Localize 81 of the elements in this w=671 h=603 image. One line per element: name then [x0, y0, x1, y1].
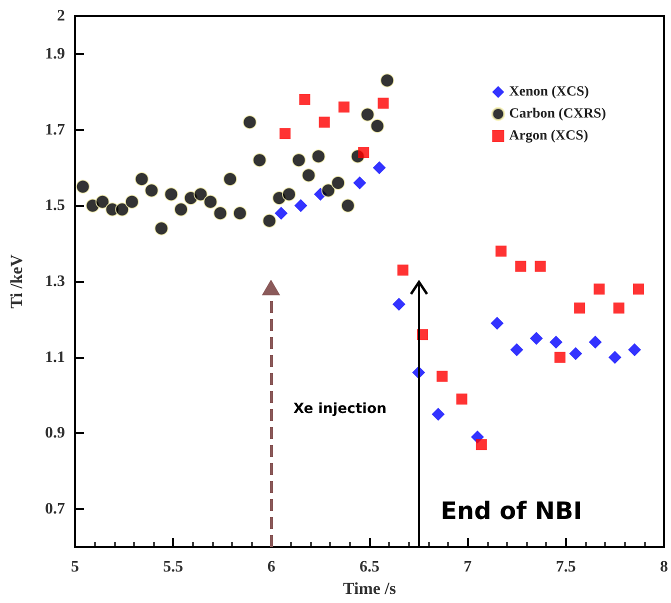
- point: [299, 94, 310, 105]
- point: [321, 183, 336, 198]
- point: [632, 284, 644, 295]
- point: [311, 149, 326, 164]
- x-tick-label: 8: [660, 558, 668, 576]
- point: [232, 206, 247, 220]
- x-tick-label: 5.5: [163, 558, 184, 576]
- x-tick-label: 5: [71, 558, 79, 576]
- point: [432, 408, 445, 421]
- point: [380, 73, 394, 88]
- point: [154, 221, 168, 236]
- point: [134, 172, 149, 186]
- point: [302, 168, 316, 182]
- point: [174, 202, 188, 216]
- y-tick-label: 1.5: [45, 197, 65, 214]
- point: [496, 246, 507, 257]
- point: [360, 108, 375, 122]
- point: [608, 350, 622, 364]
- point: [164, 187, 178, 202]
- point: [510, 343, 524, 356]
- y-tick-label: 1.3: [45, 273, 65, 290]
- point: [397, 264, 408, 276]
- x-tick-label: 6.5: [360, 558, 380, 576]
- legend-label: Xenon (XCS): [509, 84, 590, 100]
- point: [242, 115, 257, 130]
- point: [490, 316, 504, 330]
- point: [534, 260, 546, 272]
- point: [353, 176, 366, 190]
- point: [96, 194, 110, 209]
- point: [292, 153, 306, 168]
- point: [282, 187, 296, 202]
- point: [378, 98, 389, 109]
- y-tick-label: 0.7: [45, 500, 65, 518]
- point: [588, 336, 602, 349]
- point: [530, 332, 543, 345]
- point: [358, 147, 370, 158]
- y-tick-label: 2: [57, 8, 65, 24]
- point: [340, 198, 355, 213]
- point: [613, 302, 624, 314]
- point: [331, 176, 346, 190]
- y-tick-label: 1.9: [45, 45, 65, 62]
- point: [213, 206, 228, 220]
- point: [436, 370, 448, 382]
- point: [262, 214, 276, 228]
- y-tick-label: 1.1: [45, 348, 65, 366]
- y-tick-label: 0.9: [45, 424, 65, 442]
- point: [550, 336, 563, 349]
- point: [223, 172, 238, 186]
- point: [554, 352, 566, 363]
- point: [76, 180, 90, 194]
- point: [628, 343, 642, 356]
- point: [318, 116, 330, 128]
- point: [280, 128, 291, 140]
- point: [476, 439, 487, 450]
- x-axis-title: Time /s: [342, 578, 396, 598]
- point: [115, 202, 130, 216]
- legend-label: Carbon (CXRS): [509, 106, 606, 122]
- x-tick-label: 6: [267, 558, 276, 576]
- point: [370, 118, 384, 133]
- legend-label: Argon (XCS): [509, 128, 588, 144]
- point: [515, 260, 526, 272]
- point: [594, 284, 605, 295]
- point: [574, 302, 586, 314]
- x-tick-label: 7.5: [556, 558, 576, 576]
- point: [569, 347, 582, 360]
- point: [456, 394, 468, 405]
- x-tick-label: 7: [464, 558, 472, 576]
- point: [372, 161, 386, 174]
- point: [124, 194, 139, 209]
- point: [252, 153, 267, 168]
- point: [194, 187, 208, 202]
- y-tick-label: 1.7: [45, 121, 65, 138]
- y-axis-title: Ti /keV: [7, 254, 26, 309]
- point: [392, 298, 406, 311]
- point: [294, 199, 308, 212]
- point: [274, 206, 288, 220]
- point: [144, 183, 159, 198]
- point: [203, 194, 218, 209]
- ref-line-label: End of NBI: [440, 497, 582, 525]
- point: [338, 102, 350, 113]
- ref-line-label: Xe injection: [293, 401, 387, 417]
